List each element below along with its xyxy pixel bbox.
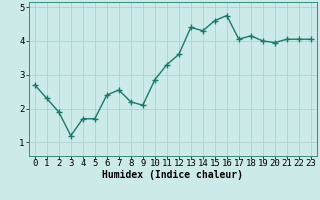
X-axis label: Humidex (Indice chaleur): Humidex (Indice chaleur) <box>102 170 243 180</box>
